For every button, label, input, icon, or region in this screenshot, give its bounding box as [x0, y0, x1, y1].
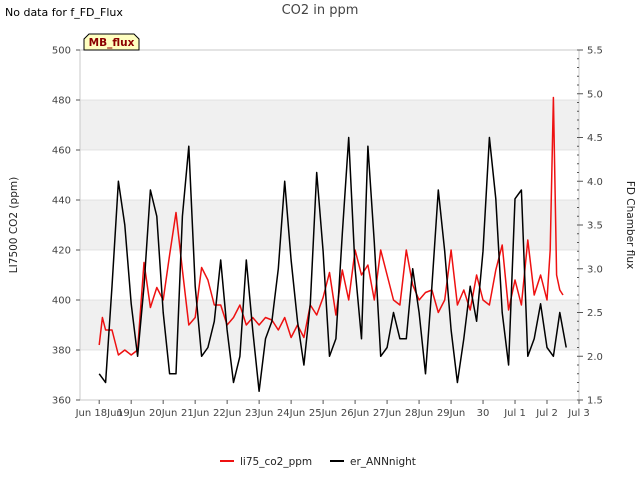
y2-tick-label: 5.5: [587, 46, 603, 57]
x-tick-label: 29Jun: [437, 408, 465, 419]
x-tick-label: 19Jun: [117, 408, 145, 419]
y-axis-label: LI7500 CO2 (ppm): [8, 177, 20, 273]
y-tick-label: 380: [52, 346, 71, 357]
x-tick-label: Jul 1: [503, 408, 526, 419]
legend: li75_co2_ppm er_ANNnight: [220, 456, 416, 468]
x-tick-label: 24Jun: [277, 408, 305, 419]
legend-label-ann: er_ANNnight: [350, 456, 416, 468]
x-tick-label: Jul 3: [567, 408, 590, 419]
y-tick-label: 440: [52, 196, 71, 207]
series-layer: [98, 96, 567, 393]
y-tick-label: 420: [52, 246, 71, 257]
y2-tick-label: 3.0: [587, 264, 603, 275]
series-line-er-annnight: [98, 136, 567, 393]
y2-tick-label: 5.0: [587, 89, 603, 100]
y-tick-label: 360: [52, 396, 71, 407]
x-tick-label: Jun 18Jun: [75, 408, 123, 419]
x-tick-label: 22Jun: [213, 408, 241, 419]
y2-tick-label: 3.5: [587, 221, 603, 232]
y-axis-ticks: 360 380 400 420 440 460 480 500: [52, 46, 80, 407]
mb-flux-badge: MB_flux: [83, 33, 140, 51]
x-tick-label: 28Jun: [405, 408, 433, 419]
y2-axis-ticks: 1.5 2.0 2.5 3.0 3.5 4.0 4.5 5.0 5.5: [577, 46, 603, 407]
y2-tick-label: 2.5: [587, 308, 603, 319]
y2-tick-label: 1.5: [587, 396, 603, 407]
x-tick-label: 26Jun: [341, 408, 369, 419]
y-tick-label: 480: [52, 96, 71, 107]
band: [80, 100, 579, 150]
y2-axis-label: FD Chamber flux: [624, 181, 636, 269]
y-tick-label: 500: [52, 46, 71, 57]
y-tick-label: 400: [52, 296, 71, 307]
no-data-text: No data for f_FD_Flux: [5, 6, 123, 19]
x-tick-label: 25Jun: [309, 408, 337, 419]
x-tick-label: 20Jun: [149, 408, 177, 419]
x-tick-label: 21Jun: [181, 408, 209, 419]
x-tick-label: Jul 2: [535, 408, 558, 419]
x-tick-label: 30: [477, 408, 490, 419]
chart-title: CO2 in ppm: [281, 3, 359, 18]
y2-tick-label: 4.0: [587, 177, 603, 188]
y2-tick-label: 2.0: [587, 352, 603, 363]
badge-shape: [83, 33, 140, 51]
x-tick-label: 23Jun: [245, 408, 273, 419]
series-line-li75-co2-ppm: [98, 96, 564, 356]
badge-label: MB_flux: [89, 37, 135, 49]
background-bands: [80, 100, 579, 350]
x-tick-label: 27Jun: [373, 408, 401, 419]
y-tick-label: 460: [52, 146, 71, 157]
y2-tick-label: 4.5: [587, 133, 603, 144]
legend-label-li75: li75_co2_ppm: [240, 456, 312, 468]
